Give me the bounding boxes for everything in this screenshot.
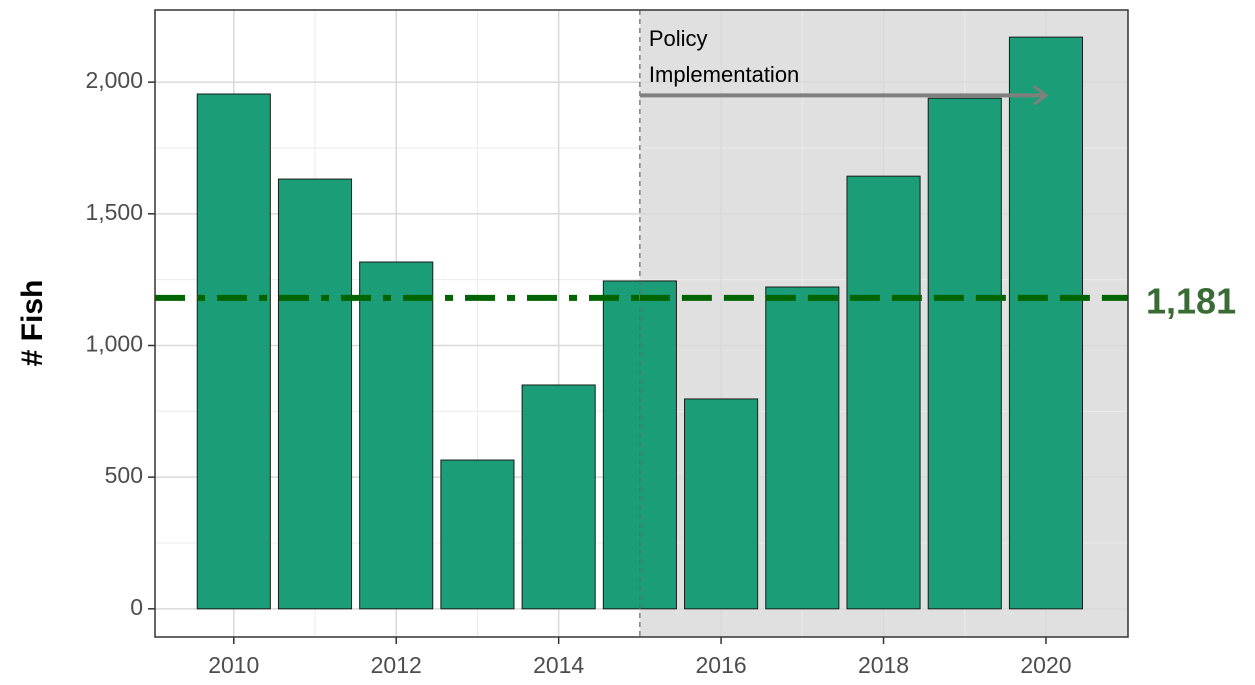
- x-tick-label: 2012: [371, 652, 422, 678]
- y-tick-label: 500: [105, 462, 143, 488]
- x-tick-label: 2020: [1020, 652, 1071, 678]
- bar: [927, 97, 1002, 610]
- mean-label: 1,181: [1146, 280, 1236, 321]
- policy-annotation: Policy: [649, 26, 708, 51]
- x-tick-label: 2010: [208, 652, 259, 678]
- y-axis-label: # Fish: [16, 280, 49, 367]
- bar: [277, 178, 353, 610]
- x-tick-label: 2016: [696, 652, 747, 678]
- bar: [684, 398, 759, 610]
- bar: [359, 261, 434, 610]
- bar: [440, 459, 515, 610]
- policy-annotation: Implementation: [649, 62, 799, 87]
- bar: [846, 175, 921, 610]
- y-tick-label: 0: [130, 594, 143, 620]
- y-tick-label: 2,000: [85, 67, 143, 93]
- bar: [196, 93, 271, 610]
- bar: [521, 384, 596, 610]
- panel-border: [154, 9, 1129, 638]
- arrow-head: [1033, 85, 1049, 106]
- y-tick-label: 1,500: [85, 199, 143, 225]
- bar: [1008, 36, 1084, 610]
- bar: [765, 286, 840, 610]
- y-tick-label: 1,000: [85, 331, 143, 357]
- x-tick-label: 2018: [858, 652, 909, 678]
- x-tick-label: 2014: [533, 652, 584, 678]
